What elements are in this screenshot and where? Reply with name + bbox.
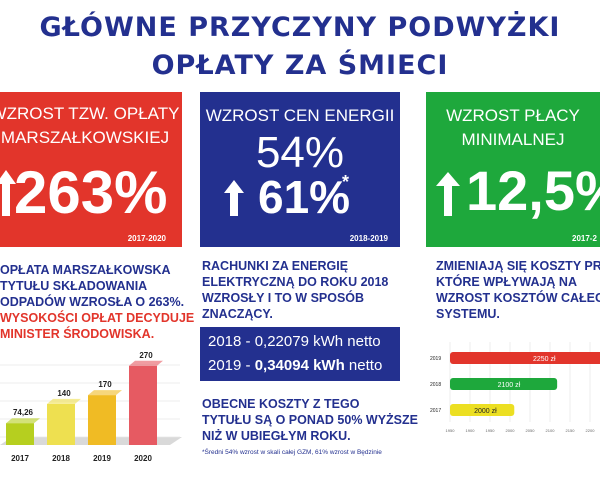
- marshal-desc-line1: OPŁATA MARSZAŁKOWSKA: [0, 263, 171, 277]
- page-title-line1: GŁÓWNE PRZYCZYNY PODWYŻKI: [39, 12, 561, 43]
- x-tick-label: 2017: [11, 454, 29, 463]
- bar-2020: [129, 365, 157, 445]
- x-tick-label: 1950: [486, 428, 496, 433]
- marshal-desc-line3: ODPADÓW WZROSŁA O 263%.: [0, 295, 185, 309]
- bar-value-label: 2000 zł: [474, 408, 497, 415]
- y-tick-label: 2018: [430, 382, 441, 388]
- energy-price-2019-unit: netto: [344, 357, 383, 374]
- y-tick-label: 2017: [430, 408, 441, 414]
- y-tick-label: 2019: [430, 356, 441, 362]
- bar-top-2020: [129, 360, 163, 366]
- panel-wage-head2: MINIMALNEJ: [461, 130, 565, 149]
- page-title-line2: OPŁATY ZA ŚMIECI: [151, 50, 449, 81]
- wage-desc-line2: KTÓRE WPŁYWAJĄ NA: [436, 275, 577, 289]
- x-tick-label: 2020: [134, 454, 152, 463]
- marshal-description: OPŁATA MARSZAŁKOWSKA TYTUŁU SKŁADOWANIA …: [0, 262, 194, 342]
- marshal-desc-line2: TYTUŁU SKŁADOWANIA: [0, 279, 148, 293]
- x-tick-label: 2150: [566, 428, 576, 433]
- panel-marshal-fee: WZROST TZW. OPŁATY MARSZAŁKOWSKIEJ 263% …: [0, 92, 182, 247]
- wage-desc-line4: SYSTEMU.: [436, 307, 500, 321]
- energy-desc-line4: ZNACZĄCY.: [202, 307, 273, 321]
- x-tick-label: 1950: [446, 428, 456, 433]
- wage-desc-line3: WZROST KOSZTÓW CAŁEGO: [436, 291, 600, 305]
- bar-top-2017: [6, 418, 40, 424]
- panel-wage-value: 12,5%: [466, 159, 600, 222]
- energy-price-box: 2018 - 0,22079 kWh netto 2019 - 0,34094 …: [200, 327, 400, 381]
- energy-note-line2: TYTUŁU SĄ O PONAD 50% WYŻSZE: [202, 413, 418, 427]
- wage-bar-chart: 2019 2250 zł 2018 2100 zł 2017 2000 zł 1950 190…: [430, 342, 600, 433]
- bar-2019: [88, 395, 116, 445]
- panel-energy: WZROST CEN ENERGII 54% 61% * 2018-2019: [200, 92, 400, 247]
- energy-costs-note: OBECNE KOSZTY Z TEGO TYTUŁU SĄ O PONAD 5…: [202, 396, 418, 444]
- bar-value-label: 270: [139, 351, 153, 360]
- bar-value-label: 74,26: [13, 408, 34, 417]
- wage-desc-line1: ZMIENIAJĄ SIĘ KOSZTY PRA: [436, 259, 600, 273]
- bar-value-label: 170: [98, 380, 112, 389]
- energy-desc-line1: RACHUNKI ZA ENERGIĘ: [202, 259, 349, 273]
- marshal-fee-bar-chart: 74,26 2017 140 2018 170 2019 270 2020: [0, 351, 182, 463]
- bar-2018: [47, 403, 75, 445]
- bar-top-2019: [88, 390, 122, 396]
- x-tick-label: 2050: [526, 428, 536, 433]
- panel-marshal-period: 2017-2020: [127, 234, 166, 243]
- x-tick-label: 2018: [52, 454, 70, 463]
- bar-value-label: 2100 zł: [498, 382, 521, 389]
- marshal-desc-line4: WYSOKOŚCI OPŁAT DECYDUJE: [0, 311, 195, 325]
- hbar-2019: [450, 352, 600, 364]
- wage-description: ZMIENIAJĄ SIĘ KOSZTY PRA KTÓRE WPŁYWAJĄ …: [436, 258, 600, 322]
- x-tick-label: 1900: [466, 428, 476, 433]
- panel-marshal-head1: WZROST TZW. OPŁATY: [0, 104, 180, 123]
- panel-energy-head: WZROST CEN ENERGII: [205, 106, 395, 125]
- energy-price-2019-value: 0,34094 kWh: [254, 357, 345, 374]
- x-tick-label: 2200: [586, 428, 596, 433]
- energy-desc-line3: WZROSŁY I TO W SPOSÓB: [202, 291, 365, 305]
- footnote: *Średni 54% wzrost w skali całej GZM, 61…: [202, 449, 382, 456]
- energy-description: RACHUNKI ZA ENERGIĘ ELEKTRYCZNĄ DO ROKU …: [202, 258, 388, 322]
- panel-energy-value1: 54%: [255, 128, 345, 177]
- energy-price-2019-year: 2019 -: [208, 357, 255, 374]
- energy-note-line1: OBECNE KOSZTY Z TEGO: [202, 397, 360, 411]
- energy-price-2018: 2018 - 0,22079 kWh netto: [208, 333, 381, 350]
- x-tick-label: 2100: [546, 428, 556, 433]
- panel-energy-period: 2018-2019: [349, 234, 388, 243]
- x-tick-label: 2019: [93, 454, 111, 463]
- energy-note-line3: NIŻ W UBIEGŁYM ROKU.: [202, 429, 351, 443]
- energy-price-2019: 2019 - 0,34094 kWh netto: [208, 357, 382, 374]
- bar-2017: [6, 423, 34, 445]
- hbar-2018: [450, 378, 558, 390]
- panel-wage-period: 2017-2: [572, 234, 597, 243]
- x-tick-label: 2000: [506, 428, 516, 433]
- bar-top-2018: [47, 398, 81, 404]
- marshal-desc-line5: MINISTER ŚRODOWISKA.: [0, 327, 155, 341]
- bar-value-label: 140: [57, 389, 71, 398]
- hbar-2017: [450, 404, 515, 416]
- panel-marshal-head2: MARSZAŁKOWSKIEJ: [0, 128, 170, 147]
- panel-energy-value2: 61%: [258, 171, 351, 223]
- panel-energy-star: *: [342, 172, 350, 192]
- bar-value-label: 2250 zł: [533, 356, 556, 363]
- panel-marshal-value: 263%: [14, 159, 168, 226]
- panel-wage-head1: WZROST PŁACY: [446, 106, 580, 125]
- energy-desc-line2: ELEKTRYCZNĄ DO ROKU 2018: [202, 275, 389, 289]
- panel-min-wage: WZROST PŁACY MINIMALNEJ 12,5% 2017-2: [426, 92, 600, 247]
